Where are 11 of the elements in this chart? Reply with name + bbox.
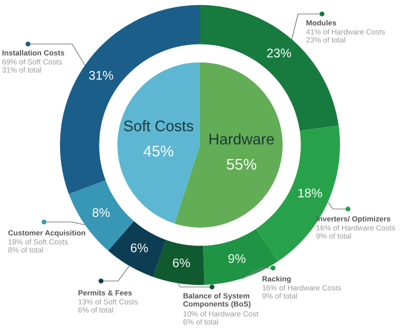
- slice-label: Soft Costs: [124, 120, 194, 132]
- data-label: 18%: [298, 188, 322, 198]
- data-label: 9%: [228, 254, 246, 263]
- data-label: 55%: [226, 158, 256, 170]
- data-label: 23%: [267, 48, 292, 58]
- slice-label: Hardware: [210, 133, 274, 144]
- data-label: 6%: [130, 243, 148, 252]
- data-label: 6%: [172, 258, 190, 268]
- data-label: 8%: [92, 208, 110, 217]
- data-label: 45%: [144, 146, 174, 157]
- data-label: 31%: [89, 70, 114, 80]
